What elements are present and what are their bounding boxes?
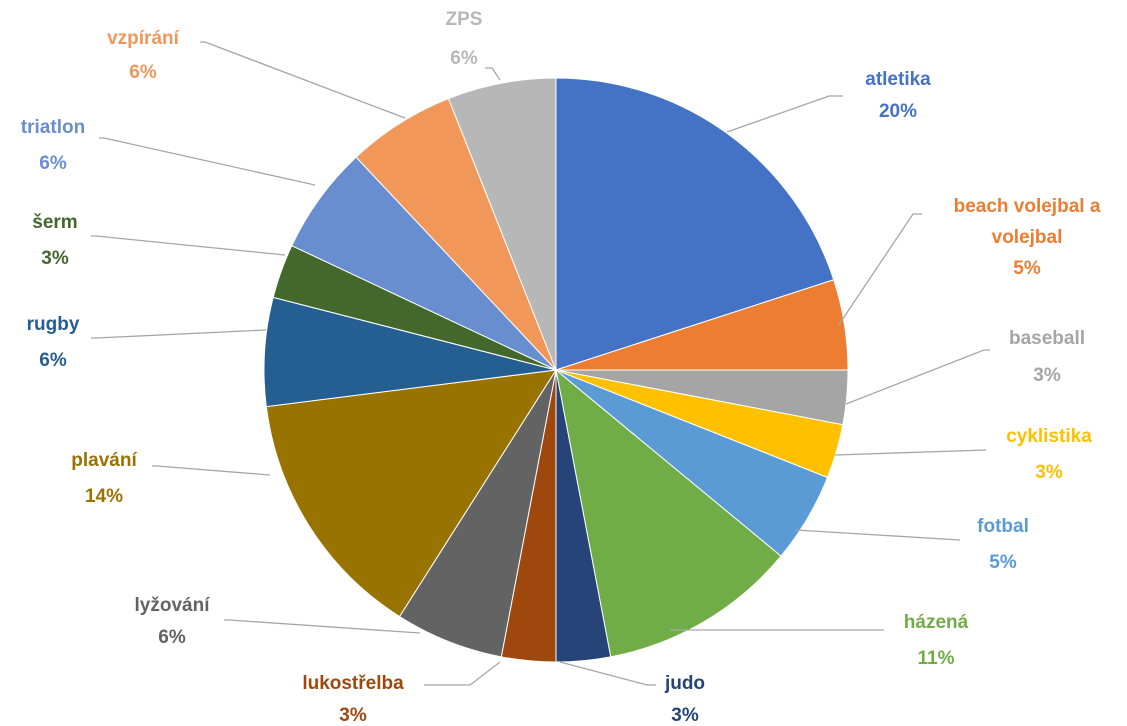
leader-line bbox=[91, 235, 286, 256]
data-label: baseball 3% bbox=[1009, 328, 1085, 386]
leader-line bbox=[726, 95, 843, 133]
leader-line bbox=[424, 661, 501, 686]
data-label: házená 11% bbox=[904, 612, 969, 669]
data-label-value: 5% bbox=[989, 552, 1017, 573]
data-label-value: 6% bbox=[39, 350, 67, 371]
data-label-name: judo bbox=[664, 673, 705, 694]
data-label-name: ZPS bbox=[446, 9, 483, 30]
data-label-value: 3% bbox=[1033, 365, 1061, 386]
data-label-name: triatlon bbox=[21, 117, 85, 138]
data-label-name: lukostřelba bbox=[302, 673, 404, 694]
data-label-value: 3% bbox=[41, 248, 69, 269]
data-label: plavání 14% bbox=[71, 450, 137, 507]
data-label-value: 20% bbox=[879, 101, 917, 122]
leader-line bbox=[200, 41, 406, 119]
leader-line bbox=[845, 349, 990, 405]
data-label-value: 3% bbox=[339, 705, 367, 726]
data-label: lukostřelba 3% bbox=[302, 673, 404, 726]
data-label: fotbal 5% bbox=[977, 516, 1029, 573]
pie-slices bbox=[263, 77, 849, 663]
data-label-value: 14% bbox=[85, 486, 123, 507]
pie-slice bbox=[555, 77, 835, 371]
data-label-name: atletika bbox=[865, 69, 931, 90]
leader-line bbox=[224, 619, 421, 634]
leader-lines bbox=[91, 41, 990, 686]
pie-slice bbox=[265, 369, 557, 618]
leader-line bbox=[837, 213, 922, 327]
data-label: lyžování 6% bbox=[135, 595, 211, 648]
leader-line bbox=[559, 661, 656, 686]
data-label: šerm 3% bbox=[32, 212, 77, 269]
data-label: vzpírání 6% bbox=[107, 28, 180, 83]
data-label: judo 3% bbox=[664, 673, 705, 726]
data-label: triatlon 6% bbox=[21, 117, 85, 174]
data-label-value: 11% bbox=[918, 648, 955, 669]
data-label-name: plavání bbox=[71, 450, 137, 471]
data-label-name: rugby bbox=[27, 314, 80, 335]
leader-line bbox=[91, 329, 267, 339]
data-label: ZPS 6% bbox=[446, 9, 483, 69]
data-label-value: 5% bbox=[1013, 258, 1041, 279]
leader-line bbox=[152, 465, 271, 476]
data-label-name: cyklistika bbox=[1006, 426, 1092, 447]
data-label-value: 3% bbox=[671, 705, 699, 726]
pie-slice bbox=[555, 368, 782, 658]
data-label-value: 6% bbox=[129, 62, 157, 83]
pie-slice bbox=[447, 77, 557, 371]
data-label: beach volejbal a volejbal 5% bbox=[954, 196, 1101, 279]
leader-line bbox=[795, 529, 961, 541]
data-label-name: beach volejbal a bbox=[954, 196, 1101, 217]
data-label-value: 3% bbox=[1035, 462, 1063, 483]
data-label-name: vzpírání bbox=[107, 28, 180, 49]
leader-line bbox=[485, 67, 501, 81]
data-label-name: volejbal bbox=[992, 227, 1063, 248]
data-label: rugby 6% bbox=[27, 314, 80, 371]
data-label: cyklistika 3% bbox=[1006, 426, 1092, 483]
data-label-name: lyžování bbox=[135, 595, 211, 616]
data-label-name: házená bbox=[904, 612, 969, 633]
data-label-name: baseball bbox=[1009, 328, 1085, 349]
data-label-value: 6% bbox=[158, 627, 186, 648]
data-label-value: 6% bbox=[450, 48, 478, 69]
leader-line bbox=[99, 137, 316, 186]
leader-line bbox=[834, 449, 987, 456]
data-label-name: fotbal bbox=[977, 516, 1029, 537]
data-labels: atletika 20% beach volejbal a volejbal 5% bas… bbox=[21, 9, 1101, 726]
data-label-value: 6% bbox=[39, 153, 67, 174]
data-label-name: šerm bbox=[32, 212, 77, 233]
data-label: atletika 20% bbox=[865, 69, 931, 122]
